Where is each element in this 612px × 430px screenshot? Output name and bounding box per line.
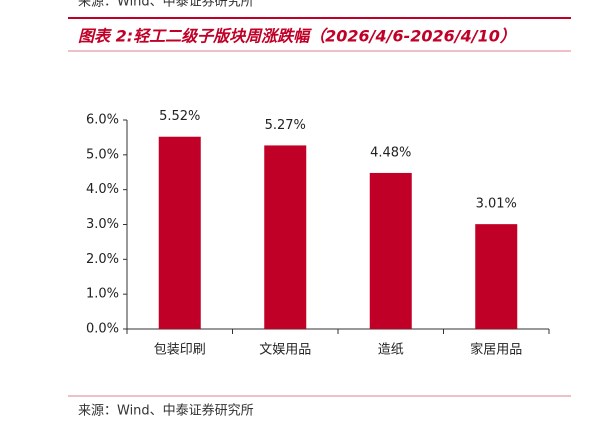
header-source: 来源：Wind、中泰证券研究所 [78,0,254,10]
bar [264,145,307,329]
bar [158,136,201,329]
y-tick-label: 6.0% [86,113,119,128]
y-tick-label: 0.0% [86,322,119,337]
x-tick-label: 造纸 [378,343,404,358]
y-tick-label: 5.0% [86,147,119,162]
data-label: 5.27% [265,118,306,133]
x-tick-label: 文娱用品 [259,343,311,358]
data-label: 4.48% [370,145,411,160]
source: 来源：Wind、中泰证券研究所 [78,403,254,419]
y-tick-label: 4.0% [86,182,119,197]
x-tick-label: 家居用品 [470,342,522,358]
chart-title: 图表 2:轻工二级子版块周涨跌幅（2026/4/6-2026/4/10） [78,27,516,46]
bar [475,224,518,329]
data-label: 3.01% [476,197,517,212]
y-tick-label: 2.0% [86,252,119,267]
y-tick-label: 1.0% [86,287,119,302]
data-label: 5.52% [159,109,200,124]
bar [369,172,412,329]
x-tick-label: 包装印刷 [154,343,206,358]
y-tick-label: 3.0% [86,217,119,232]
